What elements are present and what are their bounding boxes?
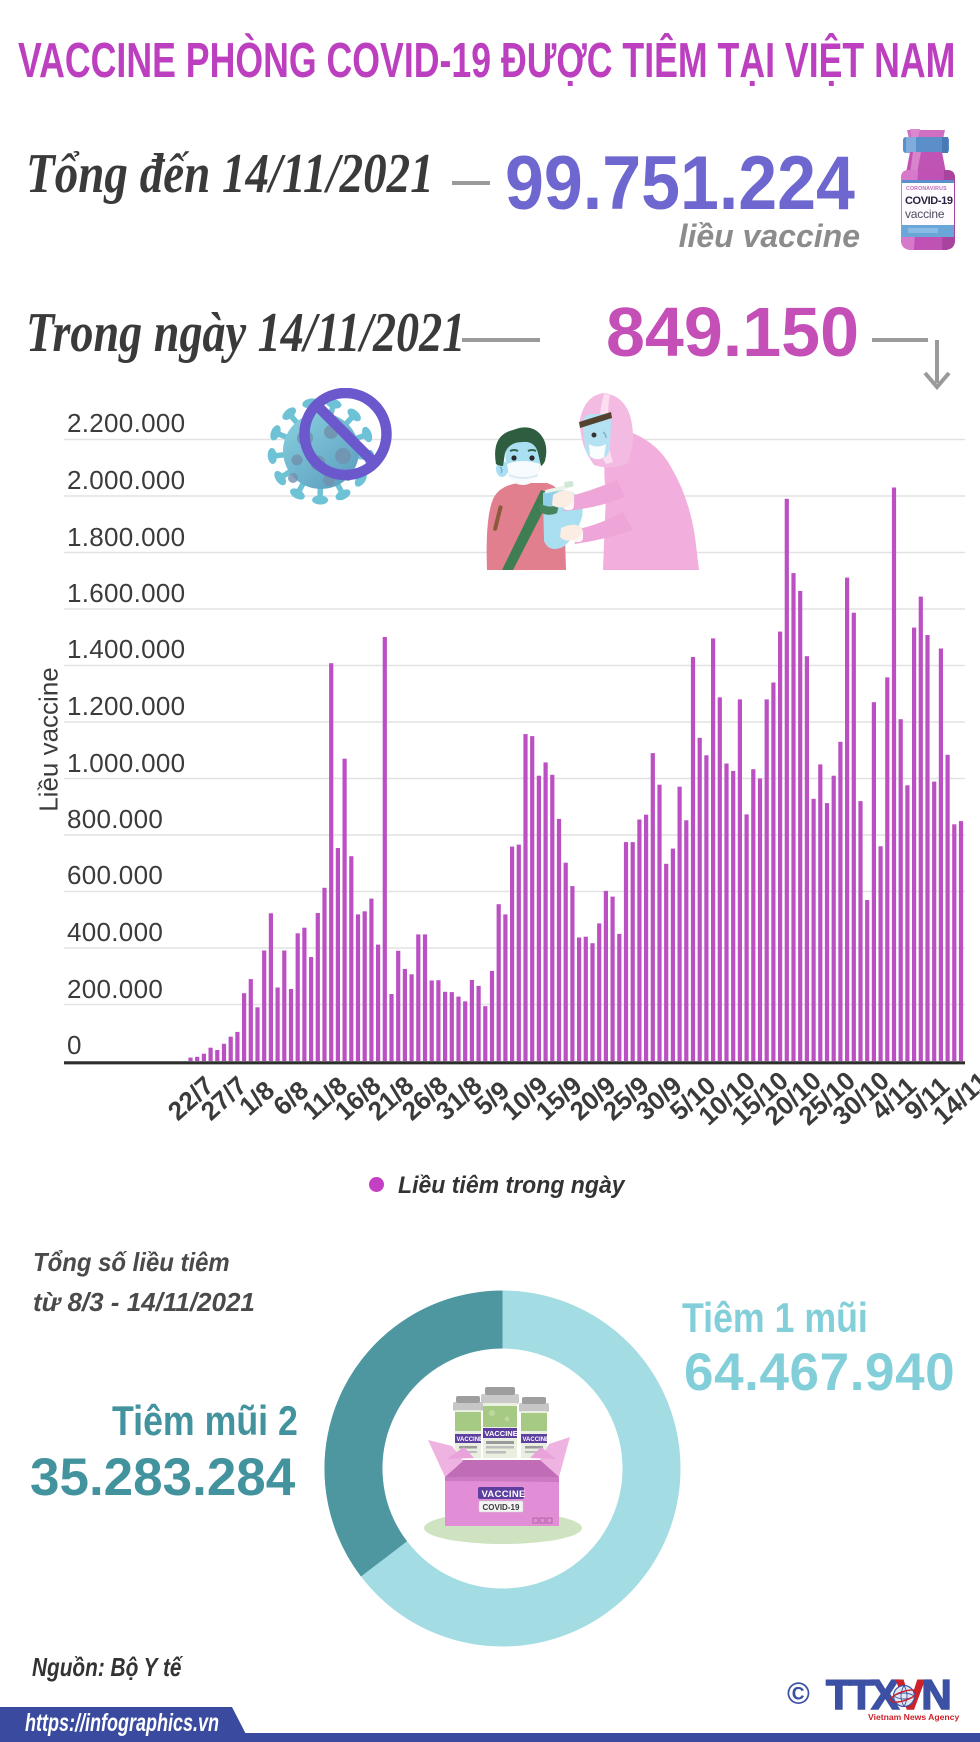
svg-text:VACCINE: VACCINE <box>523 1437 550 1443</box>
svg-text:CORONAVIRUS: CORONAVIRUS <box>906 186 947 192</box>
svg-text:VACCINE: VACCINE <box>482 1489 526 1500</box>
svg-text:vaccine: vaccine <box>905 207 945 221</box>
svg-text:VACCINE: VACCINE <box>457 1437 484 1443</box>
svg-text:COVID-19: COVID-19 <box>905 195 953 207</box>
svg-text:VACCINE: VACCINE <box>485 1429 518 1438</box>
svg-text:COVID-19: COVID-19 <box>483 1503 520 1512</box>
